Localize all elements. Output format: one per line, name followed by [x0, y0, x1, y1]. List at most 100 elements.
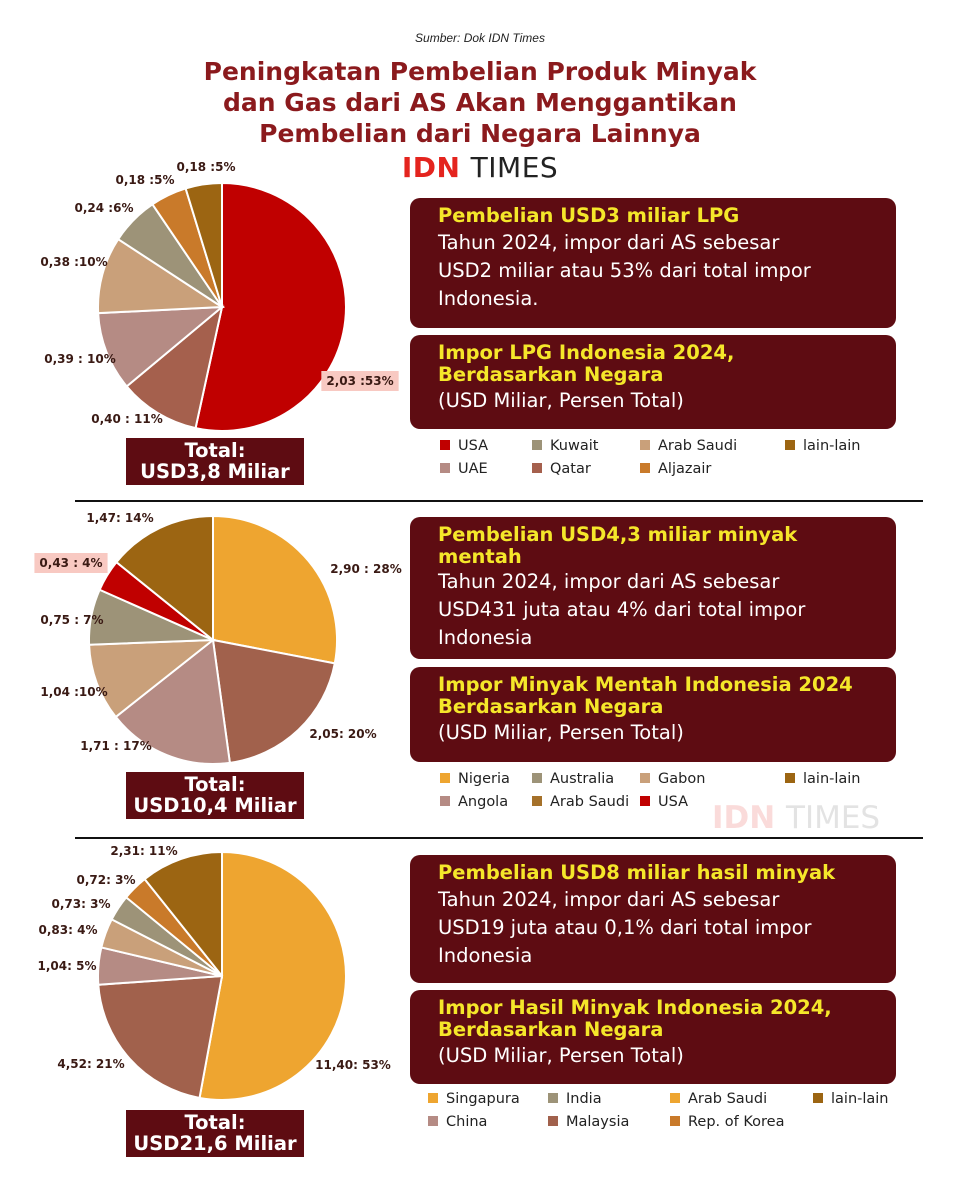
slice-data-label: 0,43 : 4%	[39, 556, 102, 570]
slice-data-label: 0,75 : 7%	[40, 613, 103, 627]
card-body-line: USD2 miliar atau 53% dari total impor	[438, 259, 811, 282]
chart-heading-line: Impor Hasil Minyak Indonesia 2024,	[438, 996, 832, 1019]
legend-item: Arab Saudi	[532, 793, 629, 811]
chart-unit: (USD Miliar, Persen Total)	[438, 1044, 684, 1067]
legend-label: Rep. of Korea	[688, 1114, 785, 1130]
chart-heading: Impor Minyak Mentah Indonesia 2024 Berda…	[438, 674, 882, 718]
slice-data-label: 1,04 :10%	[40, 685, 107, 699]
legend-item: lain-lain	[785, 770, 861, 788]
legend-label: Arab Saudi	[688, 1091, 768, 1107]
legend-swatch	[548, 1093, 558, 1103]
watermark-times: TIMES	[786, 800, 881, 836]
total-value: USD21,6 Miliar	[133, 1132, 297, 1155]
lpg-total-badge: Total: USD3,8 Miliar	[126, 438, 304, 485]
total-value: USD10,4 Miliar	[133, 794, 297, 817]
legend-label: Australia	[550, 771, 615, 787]
legend-label: lain-lain	[803, 438, 861, 454]
legend-swatch	[640, 796, 650, 806]
section-divider	[75, 500, 923, 502]
legend-swatch	[440, 773, 450, 783]
pie-slice-lain-lain	[143, 850, 223, 979]
card-body-line: USD19 juta atau 0,1% dari total impor	[438, 916, 812, 939]
slice-data-label: 1,47: 14%	[86, 511, 153, 525]
legend-item: Arab Saudi	[670, 1090, 767, 1108]
legend-item: lain-lain	[813, 1090, 889, 1108]
chart-heading: Impor LPG Indonesia 2024, Berdasarkan Ne…	[438, 342, 882, 386]
slice-data-label: 0,40 : 11%	[91, 412, 162, 426]
source-caption: Sumber: Dok IDN Times	[415, 31, 545, 45]
slice-data-label: 2,03 :53%	[326, 374, 393, 388]
pie-slice-nigeria	[212, 514, 338, 665]
legend-label: Nigeria	[458, 771, 510, 787]
card-body-line: Tahun 2024, impor dari AS sebesar	[438, 570, 780, 593]
legend-swatch	[440, 796, 450, 806]
slice-data-label: 11,40: 53%	[315, 1058, 391, 1072]
highlight-box	[34, 553, 108, 573]
pie-slice-usa	[194, 181, 347, 432]
pie-slice-uae	[97, 305, 225, 388]
legend-item: Gabon	[640, 770, 705, 788]
pie-slice-singapura	[198, 850, 347, 1101]
chart-unit: (USD Miliar, Persen Total)	[438, 389, 684, 412]
chart-heading-line: Berdasarkan Negara	[438, 363, 664, 386]
chart-unit: (USD Miliar, Persen Total)	[438, 721, 684, 744]
card-heading-line: Pembelian USD4,3 miliar minyak	[438, 523, 798, 546]
legend-swatch	[640, 463, 650, 473]
lpg-legend: USA Kuwait Arab Saudi lain-lain UAE Qatar Alja…	[440, 437, 900, 481]
legend-swatch	[532, 773, 542, 783]
card-heading-line: mentah	[438, 545, 522, 568]
legend-swatch	[785, 773, 795, 783]
title-line-3: Pembelian dari Negara Lainnya	[259, 119, 701, 148]
legend-label: lain-lain	[803, 771, 861, 787]
legend-swatch	[670, 1093, 680, 1103]
slice-data-label: 4,52: 21%	[57, 1057, 124, 1071]
crude-total-badge: Total: USD10,4 Miliar	[126, 772, 304, 819]
legend-swatch	[670, 1116, 680, 1126]
pie-slice-qatar	[125, 304, 224, 430]
legend-item: Nigeria	[440, 770, 510, 788]
watermark-logo: IDN TIMES	[712, 800, 880, 836]
legend-item: Malaysia	[548, 1113, 629, 1131]
legend-label: India	[566, 1091, 602, 1107]
legend-label: Singapura	[446, 1091, 520, 1107]
pie-slice-gabon	[114, 638, 232, 765]
legend-swatch	[640, 773, 650, 783]
legend-item: USA	[440, 437, 488, 455]
chart-heading-line: Impor LPG Indonesia 2024,	[438, 341, 735, 364]
slice-data-label: 1,04: 5%	[38, 959, 97, 973]
products-info-card: Pembelian USD8 miliar hasil minyak Tahun…	[410, 855, 896, 983]
card-body-line: Tahun 2024, impor dari AS sebesar	[438, 888, 780, 911]
legend-item: lain-lain	[785, 437, 861, 455]
crude-legend: Nigeria Australia Gabon lain-lain Angola Arab…	[440, 770, 900, 814]
logo-times: TIMES	[470, 151, 559, 184]
legend-swatch	[440, 463, 450, 473]
page-title: Peningkatan Pembelian Produk Minyak dan …	[130, 56, 830, 149]
legend-swatch	[548, 1116, 558, 1126]
legend-item: China	[428, 1113, 487, 1131]
total-label: Total:	[184, 773, 246, 796]
logo-idn: IDN	[401, 151, 461, 184]
slice-data-label: 2,05: 20%	[309, 727, 376, 741]
slice-data-label: 2,31: 11%	[110, 844, 177, 858]
legend-item: Australia	[532, 770, 614, 788]
slice-data-label: 0,72: 3%	[77, 873, 136, 887]
legend-swatch	[428, 1116, 438, 1126]
card-body: Tahun 2024, impor dari AS sebesar USD2 m…	[438, 229, 882, 313]
legend-label: Arab Saudi	[658, 438, 738, 454]
watermark-idn: IDN	[712, 800, 776, 836]
legend-item: India	[548, 1090, 602, 1108]
slice-data-label: 0,73: 3%	[52, 897, 111, 911]
slice-data-label: 2,90 : 28%	[330, 562, 401, 576]
legend-swatch	[428, 1093, 438, 1103]
legend-label: USA	[658, 794, 689, 810]
card-body: Tahun 2024, impor dari AS sebesar USD431…	[438, 568, 882, 652]
pie-slice-lain-lain	[115, 514, 214, 643]
slice-data-label: 0,18 :5%	[116, 173, 175, 187]
slice-data-label: 0,38 :10%	[40, 255, 107, 269]
card-body-line: Indonesia	[438, 944, 533, 967]
title-line-1: Peningkatan Pembelian Produk Minyak	[203, 57, 757, 86]
pie-slice-lain-lain	[184, 181, 223, 308]
legend-item: USA	[640, 793, 688, 811]
products-legend: Singapura India Arab Saudi lain-lain China Ma…	[428, 1090, 889, 1134]
card-heading: Pembelian USD8 miliar hasil minyak	[438, 861, 836, 884]
